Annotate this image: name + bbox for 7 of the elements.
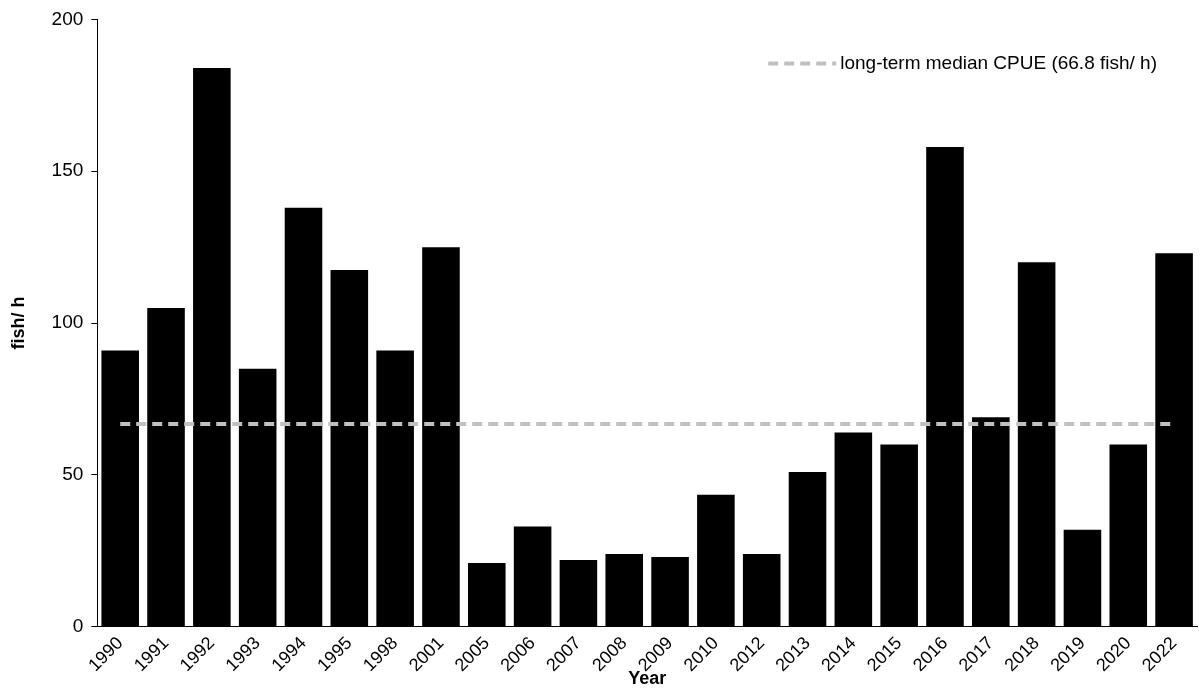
legend-label: long-term median CPUE (66.8 fish/ h) bbox=[840, 51, 1157, 73]
y-axis-title: fish/ h bbox=[7, 296, 28, 350]
y-tick-label: 0 bbox=[72, 615, 84, 637]
y-tick-label: 50 bbox=[62, 463, 84, 485]
y-tick-label: 100 bbox=[51, 311, 84, 333]
y-tick-label: 150 bbox=[51, 159, 84, 181]
y-tick-label: 200 bbox=[51, 7, 84, 29]
